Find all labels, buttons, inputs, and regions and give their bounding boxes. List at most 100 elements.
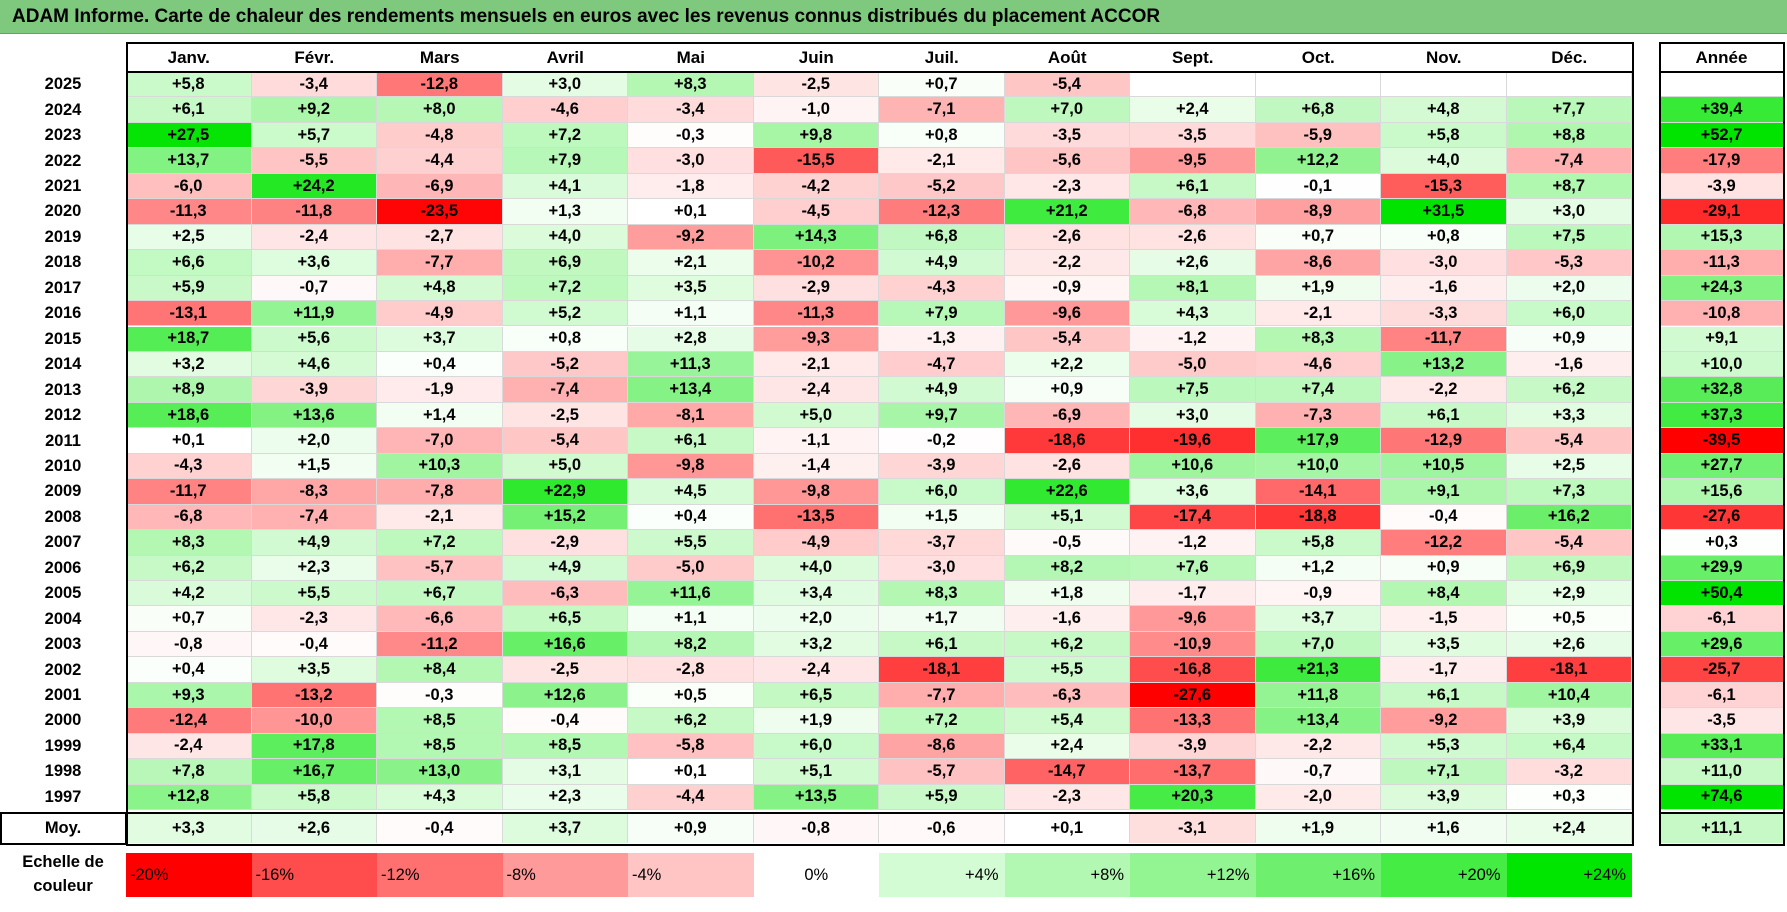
heatmap-cell: +0,8 xyxy=(502,326,628,352)
column-header-8: Août xyxy=(1047,48,1087,67)
heatmap-cell: +11,3 xyxy=(628,351,754,378)
heatmap-cell: +13,0 xyxy=(377,759,503,785)
heatmap-cell: +1,9 xyxy=(753,708,879,734)
heatmap-cell: -5,9 xyxy=(1255,122,1381,149)
heatmap-cell xyxy=(1506,72,1632,98)
average-cell: -0,4 xyxy=(377,814,503,844)
heatmap-cell: -12,2 xyxy=(1381,530,1507,556)
row-year-label: 2018 xyxy=(44,253,82,272)
heatmap-cell: -11,2 xyxy=(377,631,503,658)
average-row-label: Moy. xyxy=(44,819,82,838)
heatmap-cell: +0,4 xyxy=(126,657,252,683)
heatmap-cell: +7,2 xyxy=(502,275,628,302)
row-year-label: 1998 xyxy=(44,762,82,781)
heatmap-cell: -0,9 xyxy=(1004,275,1130,302)
heatmap-cell: +4,9 xyxy=(879,250,1005,276)
heatmap-cell: -0,5 xyxy=(1004,530,1130,556)
heatmap-cell: +12,8 xyxy=(126,784,252,811)
heatmap-cell: -2,0 xyxy=(1255,784,1381,811)
heatmap-cell: -1,6 xyxy=(1381,275,1507,302)
heatmap-cell: +0,4 xyxy=(377,351,503,378)
heatmap-cell: +10,3 xyxy=(377,453,503,480)
heatmap-cell: +0,3 xyxy=(1506,784,1632,811)
heatmap-cell: -8,3 xyxy=(251,479,377,505)
average-cell: +3,3 xyxy=(126,814,252,844)
heatmap-cell: -0,4 xyxy=(1381,504,1507,531)
heatmap-cell: +5,8 xyxy=(1255,530,1381,556)
heatmap-cell: -2,7 xyxy=(377,224,503,251)
column-header-9: Sept. xyxy=(1171,48,1214,67)
separator-line xyxy=(126,71,1632,73)
heatmap-cell: -0,7 xyxy=(1255,759,1381,785)
heatmap-cell: -18,8 xyxy=(1255,504,1381,531)
heatmap-cell: +8,0 xyxy=(377,97,503,123)
heatmap-cell: -4,2 xyxy=(753,173,879,200)
heatmap-cell: +1,1 xyxy=(628,301,754,327)
heatmap-cell: +5,4 xyxy=(1004,708,1130,734)
heatmap-cell: -1,2 xyxy=(1130,530,1256,556)
separator-line xyxy=(1660,71,1783,73)
heatmap-cell: +8,5 xyxy=(377,708,503,734)
row-year-label: 1997 xyxy=(44,787,82,806)
heatmap-cell: +6,9 xyxy=(502,250,628,276)
heatmap-cell: +4,3 xyxy=(1130,301,1256,327)
heatmap-cell: -1,3 xyxy=(879,326,1005,352)
heatmap-cell: +1,2 xyxy=(1255,555,1381,581)
heatmap-cell: -1,9 xyxy=(377,377,503,403)
column-header-5: Mai xyxy=(676,48,705,67)
heatmap-cell: -11,7 xyxy=(126,479,252,505)
heatmap-cell: -2,4 xyxy=(753,657,879,683)
heatmap-cell: -9,2 xyxy=(1381,708,1507,734)
heatmap-cell: +8,3 xyxy=(126,530,252,556)
heatmap-cell: -5,4 xyxy=(1004,326,1130,352)
heatmap-cell: -2,1 xyxy=(753,351,879,378)
heatmap-cell: -2,2 xyxy=(1381,377,1507,403)
heatmap-cell: +5,9 xyxy=(126,275,252,302)
heatmap-cell: -9,6 xyxy=(1130,606,1256,632)
heatmap-cell: -1,6 xyxy=(1004,606,1130,632)
heatmap-cell: -10,2 xyxy=(753,250,879,276)
heatmap-cell: +5,5 xyxy=(1004,657,1130,683)
heatmap-cell: +8,3 xyxy=(1255,326,1381,352)
heatmap-cell: +9,1 xyxy=(1381,479,1507,505)
heatmap-cell: +8,3 xyxy=(879,581,1005,607)
average-cell: +1,6 xyxy=(1381,814,1507,844)
heatmap-cell: +7,2 xyxy=(377,530,503,556)
heatmap-cell: +6,2 xyxy=(628,708,754,734)
heatmap-cell: +15,2 xyxy=(502,504,628,531)
row-year-label: 2010 xyxy=(44,456,82,475)
heatmap-cell: -13,2 xyxy=(251,682,377,709)
heatmap-cell: -1,0 xyxy=(753,97,879,123)
heatmap-cell: +1,5 xyxy=(251,453,377,480)
heatmap-cell: -3,9 xyxy=(879,453,1005,480)
heatmap-cell xyxy=(1130,72,1256,98)
annual-cell xyxy=(1660,72,1783,98)
heatmap-cell: +13,7 xyxy=(126,148,252,174)
heatmap-cell: +0,8 xyxy=(1381,224,1507,251)
heatmap-cell: +11,9 xyxy=(251,301,377,327)
heatmap-cell: +7,7 xyxy=(1506,97,1632,123)
row-year-label: 2016 xyxy=(44,304,82,323)
heatmap-cell: +5,2 xyxy=(502,301,628,327)
heatmap-cell xyxy=(1381,72,1507,98)
heatmap-cell: -1,7 xyxy=(1130,581,1256,607)
heatmap-cell: +8,5 xyxy=(502,733,628,760)
annual-cell: +37,3 xyxy=(1660,402,1783,429)
heatmap-cell: +5,8 xyxy=(251,784,377,811)
annual-cell: +39,4 xyxy=(1660,97,1783,123)
heatmap-cell: -2,6 xyxy=(1130,224,1256,251)
heatmap-cell: -2,8 xyxy=(628,657,754,683)
heatmap-cell: -12,9 xyxy=(1381,428,1507,454)
heatmap-cell: +1,9 xyxy=(1255,275,1381,302)
heatmap-cell: -1,8 xyxy=(628,173,754,200)
heatmap-cell: -3,7 xyxy=(879,530,1005,556)
heatmap-cell: +6,0 xyxy=(753,733,879,760)
heatmap-cell: -12,3 xyxy=(879,199,1005,225)
annual-cell: +50,4 xyxy=(1660,581,1783,607)
average-cell: +2,6 xyxy=(251,814,377,844)
annual-cell: -39,5 xyxy=(1660,428,1783,454)
heatmap-cell: +6,9 xyxy=(1506,555,1632,581)
heatmap-cell: -2,5 xyxy=(502,402,628,429)
heatmap-cell: +6,2 xyxy=(1004,631,1130,658)
heatmap-cell: +1,8 xyxy=(1004,581,1130,607)
